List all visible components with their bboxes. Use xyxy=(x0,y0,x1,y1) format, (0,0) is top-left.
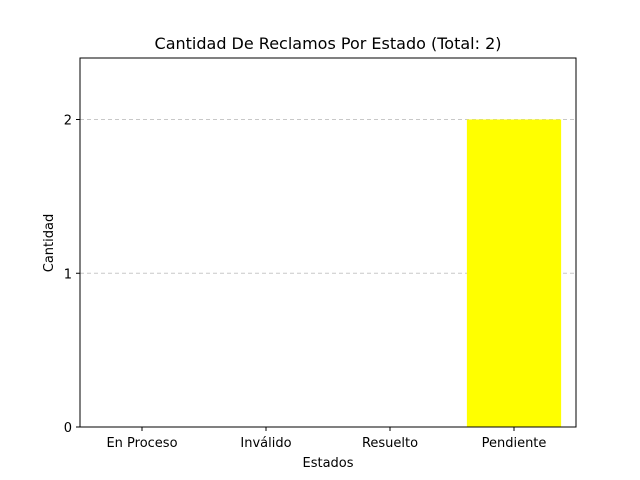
x-tick-label: En Proceso xyxy=(106,436,177,451)
y-axis-label: Cantidad xyxy=(42,214,57,272)
y-tick-label: 0 xyxy=(64,421,72,436)
y-axis-ticks: 0 1 2 xyxy=(64,114,80,436)
bars-group xyxy=(466,119,562,427)
x-tick-label: Inválido xyxy=(240,436,291,451)
x-axis-label: Estados xyxy=(302,456,353,471)
x-tick-label: Pendiente xyxy=(482,436,547,451)
x-tick-label: Resuelto xyxy=(362,436,418,451)
y-tick-label: 2 xyxy=(64,114,72,129)
bar xyxy=(466,119,562,427)
plot-frame xyxy=(79,57,577,428)
y-tick-label: 1 xyxy=(64,267,72,282)
chart-title: Cantidad De Reclamos Por Estado (Total: … xyxy=(155,34,502,53)
x-axis-ticks: En Proceso Inválido Resuelto Pendiente xyxy=(106,427,546,451)
